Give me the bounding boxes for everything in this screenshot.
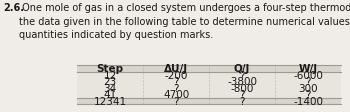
Text: -800: -800 bbox=[230, 83, 254, 93]
Bar bbox=[77, 66, 143, 72]
Bar bbox=[143, 98, 209, 104]
Bar bbox=[209, 98, 275, 104]
Text: ?: ? bbox=[306, 90, 311, 99]
Bar bbox=[143, 85, 209, 91]
Text: ?: ? bbox=[239, 90, 245, 99]
Bar bbox=[209, 78, 275, 85]
Text: -200: -200 bbox=[164, 70, 188, 80]
Bar bbox=[143, 78, 209, 85]
Text: ?: ? bbox=[239, 70, 245, 80]
Text: 2.6.: 2.6. bbox=[4, 3, 24, 13]
Text: -3800: -3800 bbox=[227, 77, 257, 87]
Bar bbox=[77, 72, 143, 78]
Text: -6000: -6000 bbox=[293, 70, 323, 80]
Text: 4700: 4700 bbox=[163, 90, 189, 99]
Bar bbox=[275, 66, 341, 72]
Bar bbox=[209, 85, 275, 91]
Bar bbox=[77, 78, 143, 85]
Text: Step: Step bbox=[97, 64, 124, 74]
Text: ?: ? bbox=[173, 83, 179, 93]
Text: 41: 41 bbox=[103, 90, 117, 99]
Text: -1400: -1400 bbox=[293, 96, 323, 106]
Text: 23: 23 bbox=[103, 77, 117, 87]
Bar bbox=[143, 72, 209, 78]
Text: ?: ? bbox=[173, 96, 179, 106]
Bar bbox=[275, 85, 341, 91]
Bar bbox=[209, 66, 275, 72]
Bar bbox=[77, 91, 143, 98]
Text: 300: 300 bbox=[299, 83, 318, 93]
Text: ?: ? bbox=[173, 77, 179, 87]
Bar bbox=[209, 72, 275, 78]
Text: 12341: 12341 bbox=[93, 96, 127, 106]
Bar bbox=[209, 91, 275, 98]
Text: One mole of gas in a closed system undergoes a four-step thermodynamic cycle. Us: One mole of gas in a closed system under… bbox=[19, 3, 350, 39]
Text: ΔU/J: ΔU/J bbox=[164, 64, 188, 74]
Text: W/J: W/J bbox=[299, 64, 318, 74]
Bar bbox=[275, 91, 341, 98]
Text: 34: 34 bbox=[103, 83, 117, 93]
Bar bbox=[77, 85, 143, 91]
Text: Q/J: Q/J bbox=[234, 64, 250, 74]
Bar bbox=[77, 98, 143, 104]
Text: 12: 12 bbox=[103, 70, 117, 80]
Bar bbox=[143, 66, 209, 72]
Text: ?: ? bbox=[306, 77, 311, 87]
Bar bbox=[275, 72, 341, 78]
Bar bbox=[143, 91, 209, 98]
Bar bbox=[275, 78, 341, 85]
Text: ?: ? bbox=[239, 96, 245, 106]
Bar bbox=[275, 98, 341, 104]
